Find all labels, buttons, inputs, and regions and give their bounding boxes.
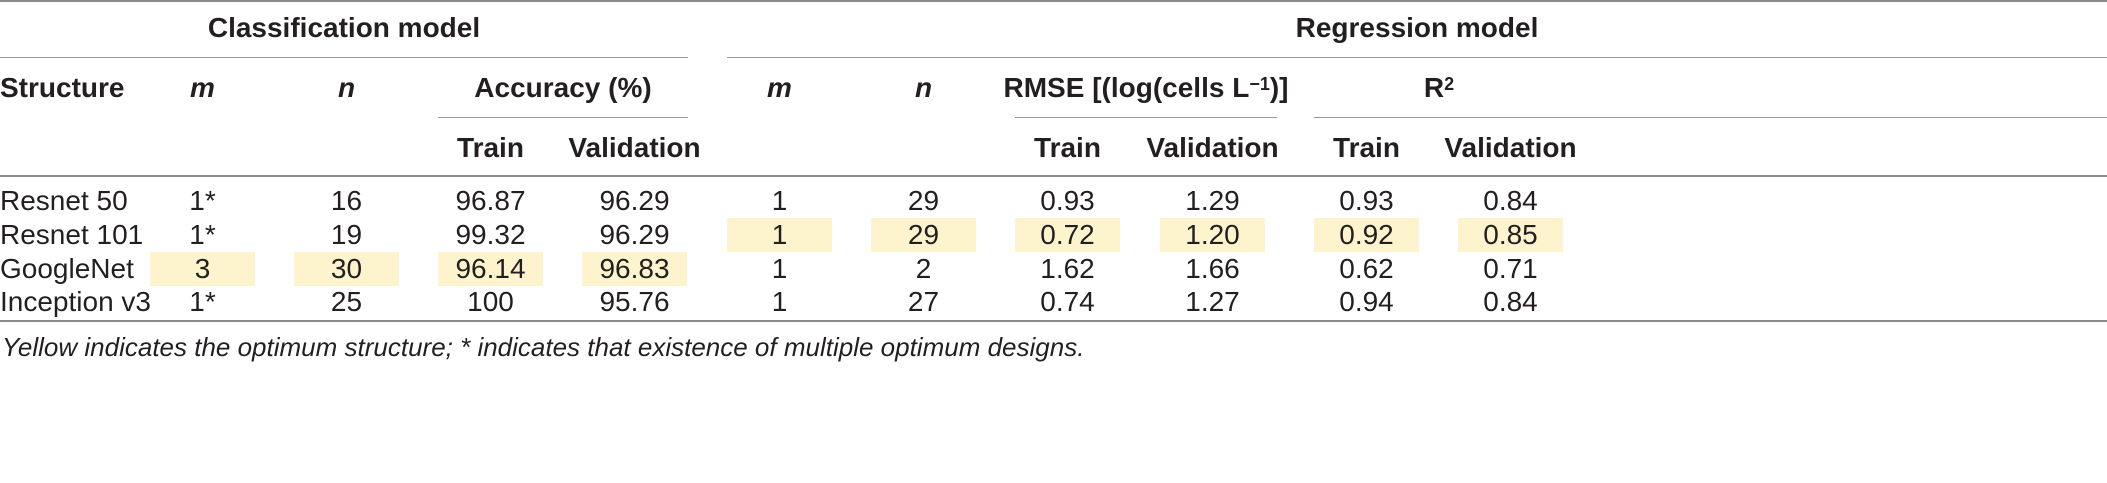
accuracy-validation-header: Validation	[568, 132, 701, 163]
r2-validation-header: Validation	[1444, 132, 1577, 163]
table-cell: 1*	[189, 286, 216, 317]
table-cell: 1.66	[1185, 253, 1240, 284]
rmse-train-header: Train	[1034, 132, 1101, 163]
regression-group-rule	[727, 57, 2107, 58]
table-cell: 1.62	[1040, 253, 1095, 284]
table-row-structure: Resnet 50	[0, 185, 128, 216]
highlighted-cell: 0.72	[1015, 218, 1120, 252]
classification-group-rule	[0, 57, 688, 58]
table-cell: 95.76	[599, 286, 670, 317]
table-row-structure: Inception v3	[0, 286, 151, 317]
table-bottom-rule	[0, 320, 2107, 322]
rmse-subrule	[1015, 117, 1277, 118]
table-cell: 16	[330, 185, 363, 216]
regression-m-header: m	[767, 72, 792, 103]
highlighted-cell: 1	[727, 218, 832, 252]
highlighted-cell: 3	[150, 252, 255, 286]
classification-m-header: m	[190, 72, 215, 103]
rmse-header: RMSE [(log(cells L −1)]	[1004, 68, 1289, 108]
accuracy-header: Accuracy (%)	[474, 72, 652, 103]
table-row-structure: Resnet 101	[0, 219, 144, 250]
r2-subrule	[1314, 117, 2107, 118]
table-cell: 27	[907, 286, 940, 317]
rmse-header-superscript: −1	[1249, 73, 1270, 94]
table-cell: 0.71	[1483, 253, 1538, 284]
highlighted-cell: 0.92	[1314, 218, 1419, 252]
table-cell: 0.74	[1040, 286, 1095, 317]
table-cell: 1.27	[1185, 286, 1240, 317]
regression-n-header: n	[914, 72, 933, 103]
rmse-header-suffix: )]	[1269, 72, 1289, 103]
table-cell: 1	[771, 185, 788, 216]
table-cell: 96.29	[599, 185, 670, 216]
table-cell: 0.84	[1483, 185, 1538, 216]
accuracy-subrule	[438, 117, 688, 118]
highlighted-cell: 96.14	[438, 252, 543, 286]
table-cell: 0.93	[1040, 185, 1095, 216]
accuracy-train-header: Train	[457, 132, 524, 163]
highlighted-cell: 29	[871, 218, 976, 252]
classification-n-header: n	[337, 72, 356, 103]
highlighted-cell: 30	[294, 252, 399, 286]
table-cell: 25	[330, 286, 363, 317]
table-cell: 0.84	[1483, 286, 1538, 317]
highlighted-cell: 1.20	[1160, 218, 1265, 252]
table-cell: 1	[771, 286, 788, 317]
table-row-structure: GoogleNet	[0, 253, 134, 284]
structure-header: Structure	[0, 72, 125, 103]
table-cell: 96.87	[455, 185, 526, 216]
rmse-header-prefix: RMSE [(log(cells L	[1003, 72, 1250, 103]
header-bottom-rule	[0, 175, 2107, 177]
highlighted-cell: 96.83	[582, 252, 687, 286]
table-footnote: Yellow indicates the optimum structure; …	[2, 332, 1085, 362]
table-cell: 2	[915, 253, 932, 284]
table-cell: 0.94	[1339, 286, 1394, 317]
regression-group-header: Regression model	[1295, 12, 1539, 43]
r2-header-base: R	[1423, 72, 1445, 103]
r2-header-superscript: 2	[1444, 73, 1455, 94]
top-rule	[0, 0, 2107, 2]
table-cell: 19	[330, 219, 363, 250]
table-cell: 1	[771, 253, 788, 284]
rmse-validation-header: Validation	[1146, 132, 1279, 163]
table-cell: 1*	[189, 185, 216, 216]
table-cell: 29	[907, 185, 940, 216]
table-cell: 1*	[189, 219, 216, 250]
table-cell: 0.93	[1339, 185, 1394, 216]
table-cell: 99.32	[455, 219, 526, 250]
table-cell: 96.29	[599, 219, 670, 250]
highlighted-cell: 0.85	[1458, 218, 1563, 252]
table-cell: 1.29	[1185, 185, 1240, 216]
table-cell: 100	[467, 286, 514, 317]
table-cell: 0.62	[1339, 253, 1394, 284]
r2-train-header: Train	[1333, 132, 1400, 163]
classification-group-header: Classification model	[207, 12, 481, 43]
